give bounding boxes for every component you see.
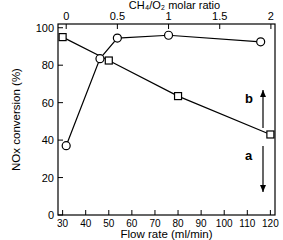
x2-tick-label: 1 [165, 10, 171, 22]
series-marker [257, 38, 265, 46]
y-tick-label: 100 [36, 22, 54, 34]
chart-svg: 0204060801003040506070809010011012000.51… [0, 0, 283, 240]
plot-data [59, 31, 274, 149]
x-tick-label: 110 [239, 218, 255, 229]
y-tick-label: 60 [42, 97, 54, 109]
x-tick [201, 210, 202, 215]
x2-tick [219, 24, 220, 29]
series-line [63, 37, 271, 134]
y-tick-label: 0 [48, 209, 54, 221]
y-tick [58, 65, 63, 66]
x-tick [108, 210, 109, 215]
y-tick-label: 20 [42, 172, 54, 184]
series-label: b [245, 91, 253, 106]
y-tick [58, 102, 63, 103]
x-tick [224, 210, 225, 215]
x2-tick [117, 24, 118, 29]
x2-tick-label: 0.5 [110, 10, 125, 22]
x-tick [154, 210, 155, 215]
x2-axis-label: CH₄/O₂ molar ratio [129, 0, 220, 11]
series-marker [165, 31, 173, 39]
x-tick [270, 210, 271, 215]
x-tick-label: 100 [216, 218, 233, 229]
series-marker [175, 93, 182, 100]
x2-tick-label: 0 [63, 10, 69, 22]
y-tick-label: 40 [42, 134, 54, 146]
series-line [66, 35, 260, 145]
x-axis-label: Flow rate (ml/min) [120, 228, 212, 240]
x-tick-label: 50 [103, 218, 115, 229]
x-tick [178, 210, 179, 215]
y-tick [58, 27, 63, 28]
x2-tick-label: 2 [268, 10, 274, 22]
y-tick [58, 177, 63, 178]
series-marker [62, 142, 70, 150]
series-arrow-head [260, 90, 266, 97]
x-tick-label: 30 [57, 218, 69, 229]
series-marker [267, 131, 274, 138]
x-tick-label: 40 [80, 218, 92, 229]
y-tick-label: 80 [42, 59, 54, 71]
x2-tick [270, 24, 271, 29]
chart-container: 0204060801003040506070809010011012000.51… [0, 0, 283, 240]
x2-tick [168, 24, 169, 29]
series-arrow-head [260, 185, 266, 192]
x-tick [85, 210, 86, 215]
x-tick-label: 120 [262, 218, 279, 229]
series-marker [113, 34, 121, 42]
x-tick [247, 210, 248, 215]
series-marker [105, 57, 112, 64]
x-tick [62, 210, 63, 215]
series-marker [96, 55, 104, 63]
y-tick [58, 140, 63, 141]
x-tick [131, 210, 132, 215]
series-label: a [245, 148, 253, 163]
x2-tick-label: 1.5 [212, 10, 227, 22]
y-axis-label: NOx conversion (%) [10, 68, 22, 171]
x2-tick [66, 24, 67, 29]
plot-frame [58, 24, 275, 215]
series-marker [59, 34, 66, 41]
